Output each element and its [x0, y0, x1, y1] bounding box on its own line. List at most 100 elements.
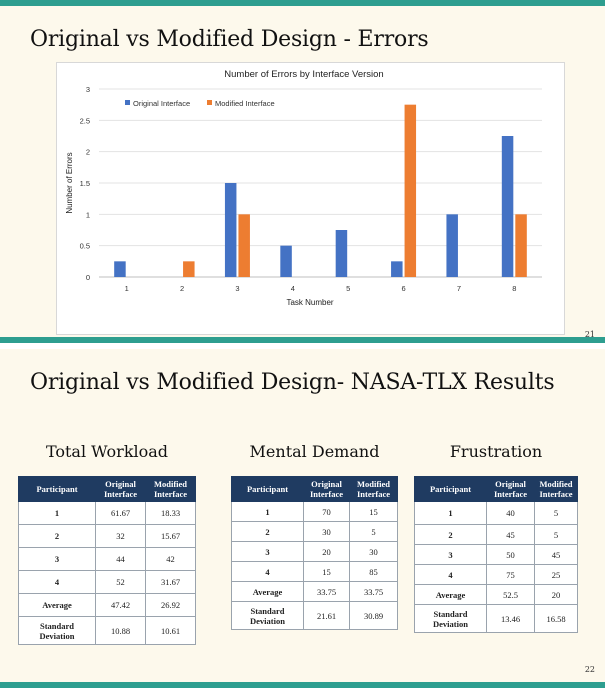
table-cell: 25: [534, 564, 578, 585]
table-cell: 20: [303, 541, 350, 562]
table-cell: 50: [486, 544, 535, 565]
slide-bottom-bar: [0, 337, 605, 343]
slide-22: Original vs Modified Design- NASA-TLX Re…: [0, 349, 605, 682]
column-header: Modified Interface: [534, 476, 578, 502]
bar-modified-task-3: [238, 214, 250, 277]
row-label: 1: [18, 501, 96, 525]
table-row: Standard Deviation 10.88 10.61: [18, 616, 196, 645]
frustration-block: Frustration Participant Original Interfac…: [414, 442, 578, 633]
column-header: Modified Interface: [349, 476, 398, 502]
frustration-table: Participant Original Interface Modified In…: [414, 476, 578, 633]
row-label: 4: [231, 561, 304, 582]
table-row: 3 50 45: [414, 544, 578, 565]
table-cell: 13.46: [486, 604, 535, 633]
table-cell: 40: [486, 501, 535, 525]
slide-number: 22: [584, 665, 595, 674]
table-row: Average 33.75 33.75: [231, 581, 398, 602]
row-label: 2: [414, 524, 487, 545]
mental-demand-block: Mental Demand Participant Original Interf…: [231, 442, 398, 630]
mental-demand-table: Participant Original Interface Modified In…: [231, 476, 398, 630]
table-row: 2 45 5: [414, 524, 578, 545]
slide-title: Original vs Modified Design - Errors: [30, 27, 429, 52]
y-tick-label: 0.5: [80, 242, 90, 251]
table-cell: 20: [534, 584, 578, 605]
x-tick-label: 3: [235, 284, 239, 293]
table-cell: 61.67: [95, 501, 146, 525]
slide-title: Original vs Modified Design- NASA-TLX Re…: [30, 370, 555, 395]
legend-label: Modified Interface: [215, 99, 275, 108]
column-header: Original Interface: [303, 476, 350, 502]
y-tick-label: 3: [86, 85, 90, 94]
table-cell: 5: [349, 521, 398, 542]
y-tick-label: 2: [86, 148, 90, 157]
table-cell: 5: [534, 501, 578, 525]
x-tick-label: 2: [180, 284, 184, 293]
x-tick-label: 1: [125, 284, 129, 293]
bar-modified-task-6: [404, 104, 417, 277]
table-row: 3 20 30: [231, 541, 398, 562]
column-header: Participant: [414, 476, 487, 502]
table-row: 1 61.67 18.33: [18, 501, 196, 525]
table-cell: 33.75: [349, 581, 398, 602]
x-tick-label: 6: [401, 284, 405, 293]
table-row: 2 32 15.67: [18, 524, 196, 548]
row-label: 4: [18, 570, 96, 594]
table-cell: 16.58: [534, 604, 578, 633]
table-row: Standard Deviation 21.61 30.89: [231, 601, 398, 630]
column-header: Original Interface: [486, 476, 535, 502]
table-row: 2 30 5: [231, 521, 398, 542]
x-tick-label: 4: [291, 284, 295, 293]
y-tick-labels: 0 0.5 1 1.5 2 2.5 3: [80, 85, 90, 282]
total-workload-table: Participant Original Interface Modified In…: [18, 476, 196, 645]
chart-title: Number of Errors by Interface Version: [224, 69, 383, 80]
table-cell: 5: [534, 524, 578, 545]
table-cell: 15.67: [145, 524, 196, 548]
table-header-row: Participant Original Interface Modified In…: [414, 476, 578, 502]
table-cell: 10.88: [95, 616, 146, 645]
column-header: Original Interface: [95, 476, 146, 502]
x-tick-label: 7: [457, 284, 461, 293]
table-cell: 10.61: [145, 616, 196, 645]
table-cell: 33.75: [303, 581, 350, 602]
x-tick-labels: 1 2 3 4 5 6 7 8: [125, 284, 517, 293]
column-header: Modified Interface: [145, 476, 196, 502]
table-cell: 70: [303, 501, 350, 522]
table-row: 4 75 25: [414, 564, 578, 585]
table-cell: 32: [95, 524, 146, 548]
y-tick-label: 0: [86, 273, 90, 282]
table-cell: 30: [303, 521, 350, 542]
bar-original-task-3: [224, 183, 237, 277]
table-cell: 30: [349, 541, 398, 562]
table-row: 3 44 42: [18, 547, 196, 571]
y-tick-label: 1: [86, 210, 90, 219]
row-label: 2: [231, 521, 304, 542]
table-cell: 15: [303, 561, 350, 582]
table-header-row: Participant Original Interface Modified In…: [231, 476, 398, 502]
row-label: Standard Deviation: [231, 601, 304, 630]
table-cell: 52: [95, 570, 146, 594]
chart-legend: Original Interface Modified Interface: [125, 99, 275, 108]
table-cell: 18.33: [145, 501, 196, 525]
table-row: Standard Deviation 13.46 16.58: [414, 604, 578, 633]
table-cell: 42: [145, 547, 196, 571]
slide-21: Original vs Modified Design - Errors Num…: [0, 0, 605, 343]
table-row: Average 47.42 26.92: [18, 593, 196, 617]
table-cell: 52.5: [486, 584, 535, 605]
table-header-row: Participant Original Interface Modified In…: [18, 476, 196, 502]
total-workload-block: Total Workload Participant Original Inter…: [18, 442, 196, 645]
table-title: Total Workload: [45, 442, 169, 461]
table-cell: 15: [349, 501, 398, 522]
chart-bars: [114, 104, 527, 277]
table-title: Frustration: [449, 442, 543, 461]
bar-modified-task-2: [183, 261, 195, 277]
table-row: Average 52.5 20: [414, 584, 578, 605]
table-cell: 47.42: [95, 593, 146, 617]
x-axis-label: Task Number: [286, 298, 333, 307]
table-cell: 45: [486, 524, 535, 545]
column-header: Participant: [231, 476, 304, 502]
table-row: 1 40 5: [414, 501, 578, 525]
row-label: 3: [18, 547, 96, 571]
table-cell: 85: [349, 561, 398, 582]
y-axis-label: Number of Errors: [65, 152, 74, 213]
table-cell: 75: [486, 564, 535, 585]
